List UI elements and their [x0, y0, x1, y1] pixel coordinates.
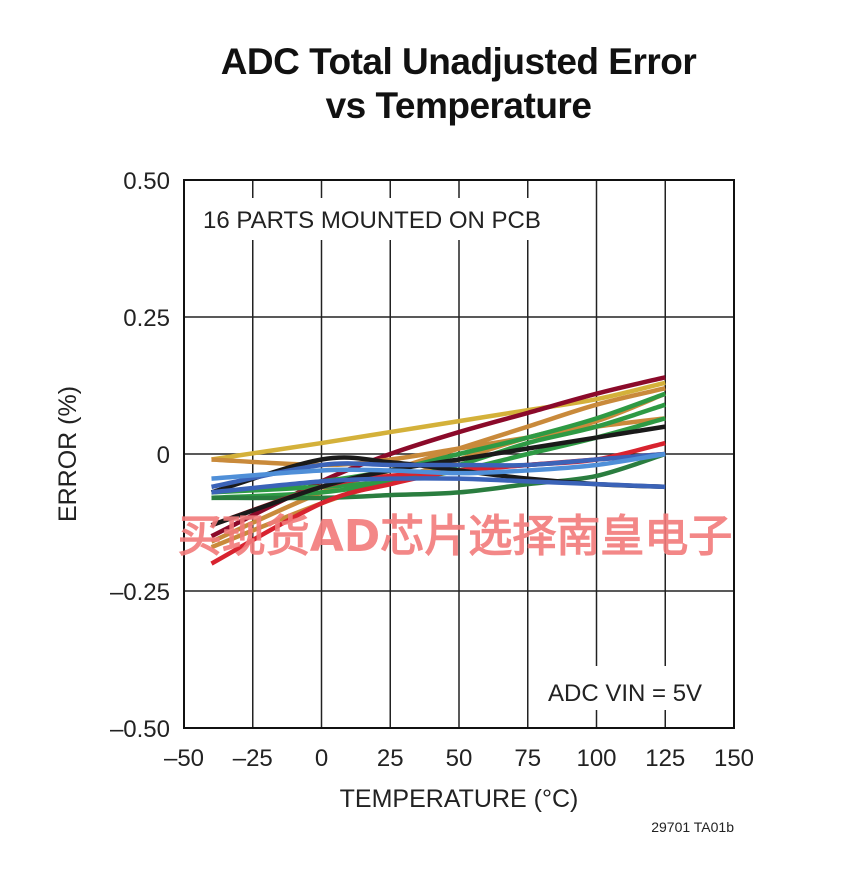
chart-annotations: 16 PARTS MOUNTED ON PCB ADC VIN = 5V [194, 198, 724, 710]
chart-title-line-2: vs Temperature [325, 85, 592, 126]
series-line-13 [210, 424, 666, 528]
series-line-9 [211, 451, 666, 501]
plot-frame [183, 179, 735, 729]
y-axis-label: ERROR (%) [54, 386, 82, 522]
y-tick-label: –0.25 [110, 579, 170, 606]
series-line-15 [211, 476, 666, 495]
series-lines [210, 375, 667, 566]
x-tick-label: 50 [446, 745, 473, 772]
series-line-16 [211, 451, 666, 481]
x-tick-label: 75 [514, 745, 541, 772]
annotation-vin: ADC VIN = 5V [548, 680, 702, 707]
y-tick-label: –0.50 [110, 716, 170, 743]
y-tick-labels: –0.50 –0.25 0 0.25 0.50 [110, 168, 170, 743]
figure-id: 29701 TA01b [651, 819, 734, 835]
series-line-1 [211, 380, 666, 462]
watermark-text: 买现货AD芯片选择南皇电子 [178, 511, 733, 562]
x-tick-label: 25 [377, 745, 404, 772]
x-tick-labels: –50 –25 0 25 50 75 100 125 150 [164, 745, 754, 772]
annotation-background [538, 666, 724, 710]
y-tick-label: 0 [157, 442, 170, 469]
series-line-14 [211, 451, 666, 490]
y-tick-label: 0.50 [123, 168, 170, 195]
chart-title-line-1: ADC Total Unadjusted Error [220, 41, 697, 82]
y-tick-label: 0.25 [123, 305, 170, 332]
x-tick-label: –50 [164, 745, 204, 772]
x-tick-label: –25 [233, 745, 273, 772]
x-tick-label: 100 [576, 745, 616, 772]
x-tick-label: 150 [714, 745, 754, 772]
annotation-background [194, 198, 554, 240]
x-tick-label: 0 [315, 745, 328, 772]
chart-title: ADC Total Unadjusted Error vs Temperatur… [0, 40, 847, 128]
x-tick-label: 125 [645, 745, 685, 772]
x-axis-label: TEMPERATURE (°C) [340, 785, 579, 813]
annotation-parts: 16 PARTS MOUNTED ON PCB [203, 207, 541, 234]
